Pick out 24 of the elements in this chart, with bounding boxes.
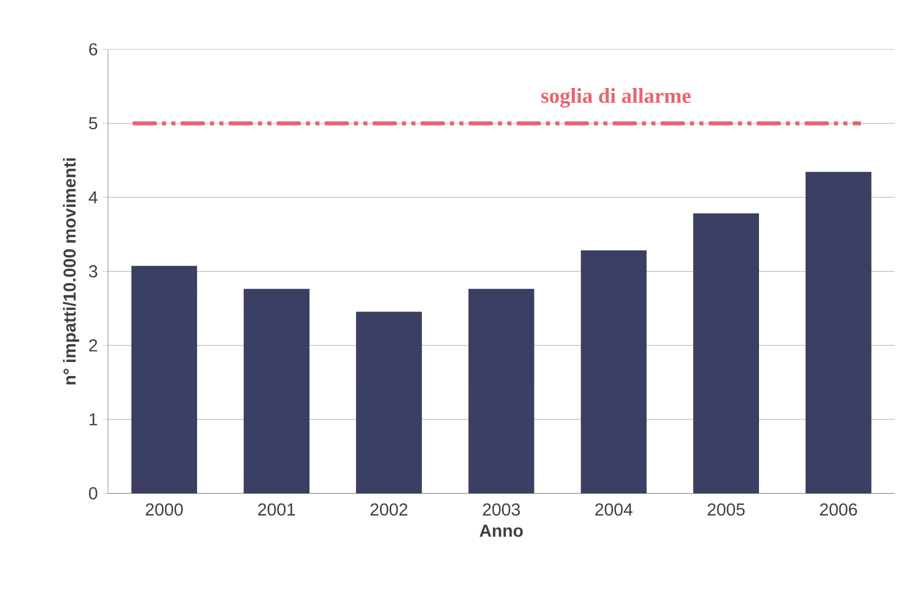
x-tick-label: 2006 xyxy=(820,504,857,516)
x-tick-label: 2001 xyxy=(258,504,296,516)
y-tick-label: 0 xyxy=(88,487,98,500)
bar xyxy=(131,266,198,494)
bar xyxy=(468,288,534,494)
bar xyxy=(580,250,647,494)
y-tick-label: 1 xyxy=(90,414,98,426)
bar xyxy=(244,288,310,494)
bar xyxy=(806,172,872,494)
bar xyxy=(356,312,422,494)
y-tick-label: 2 xyxy=(89,339,98,352)
x-tick-label: 2002 xyxy=(370,504,408,516)
x-tick-label: 2004 xyxy=(595,504,632,516)
x-tick-label: 2005 xyxy=(708,504,745,516)
x-tick-label: 2000 xyxy=(146,504,183,516)
x-tick-label: 2003 xyxy=(482,504,520,516)
bar xyxy=(693,214,759,494)
y-axis-title: n° impatti/10.000 movimenti xyxy=(63,158,80,385)
y-tick-label: 3 xyxy=(88,265,98,278)
y-tick-label: 4 xyxy=(88,192,98,204)
y-tick-label: 6 xyxy=(89,43,98,56)
ref-line-label: soglia di allarme xyxy=(541,88,691,108)
y-tick-label: 5 xyxy=(89,117,98,130)
x-axis-title: Anno xyxy=(480,524,523,538)
